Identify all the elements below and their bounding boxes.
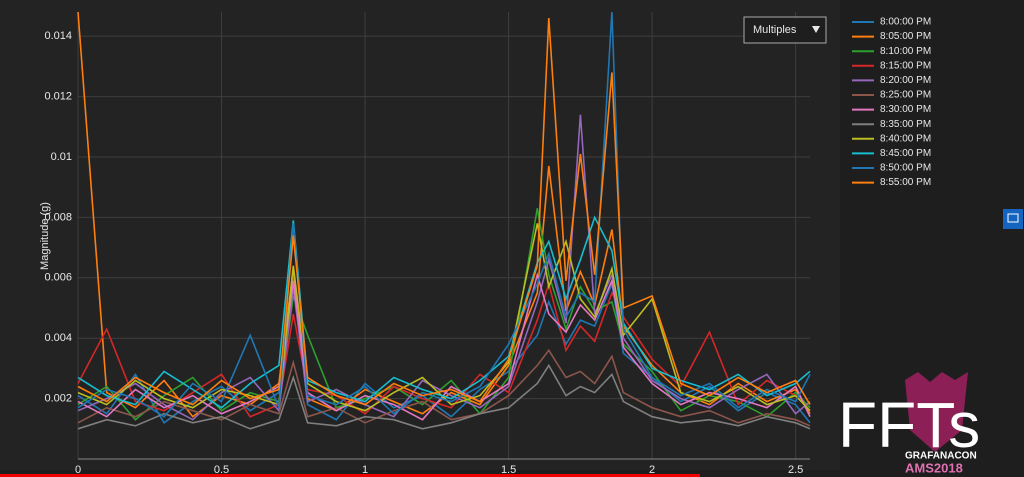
lines [77, 11, 811, 430]
dropdown-arrow [812, 26, 820, 33]
x-tick-label: 2 [649, 464, 655, 476]
y-tick-label: 0.014 [44, 30, 72, 42]
legend-label: 8:45:00 PM [880, 148, 931, 159]
side-icon-glyph [1007, 213, 1019, 223]
legend: 8:00:00 PM 8:05:00 PM 8:10:00 PM 8:15:00 PM… [852, 17, 931, 188]
series-line [77, 17, 811, 406]
legend-label: 8:25:00 PM [880, 90, 931, 101]
y-axis-label: Magnitude (g) [39, 202, 51, 270]
legend-label: 8:50:00 PM [880, 163, 931, 174]
legend-label: 8:00:00 PM [880, 17, 931, 28]
series-line [77, 215, 811, 409]
x-tick-label: 1 [362, 464, 368, 476]
y-tick-label: 0.006 [44, 272, 72, 284]
y-tick-label: 0.004 [44, 332, 72, 344]
progress-bar [0, 474, 700, 477]
axes: 0.002 0.004 0.006 0.008 0.01 0.012 0.014 0 0.5 1 1… [44, 30, 810, 476]
series-line [77, 363, 811, 430]
y-tick-label: 0.012 [44, 90, 72, 102]
logo-tulip [905, 372, 968, 452]
legend-label: 8:40:00 PM [880, 133, 931, 144]
series-line [77, 223, 811, 412]
legend-label: 8:35:00 PM [880, 119, 931, 130]
grid [77, 12, 810, 459]
logo-text: FFTs [838, 389, 980, 461]
dropdown-label[interactable]: Multiples [753, 24, 797, 36]
x-tick-label: 0 [75, 464, 81, 476]
legend-label: 8:10:00 PM [880, 46, 931, 57]
legend-label: 8:05:00 PM [880, 31, 931, 42]
y-tick-label: 0.01 [51, 151, 72, 163]
dropdown[interactable]: Multiples [743, 16, 827, 44]
edition-text: AMS2018 [905, 460, 963, 475]
side-icon[interactable] [1003, 209, 1023, 229]
legend-label: 8:30:00 PM [880, 104, 931, 115]
x-tick-label: 1.5 [501, 464, 516, 476]
legend-label: 8:15:00 PM [880, 60, 931, 71]
legend-label: 8:55:00 PM [880, 177, 931, 188]
x-tick-label: 2.5 [788, 464, 803, 476]
x-tick-label: 0.5 [214, 464, 229, 476]
series-line [77, 274, 811, 424]
series-line [77, 11, 811, 418]
y-tick-label: 0.002 [44, 393, 72, 405]
y-tick-label: 0.008 [44, 211, 72, 223]
series-line [77, 114, 811, 421]
dropdown-box[interactable] [743, 16, 827, 44]
legend-label: 8:20:00 PM [880, 75, 931, 86]
series-line [77, 280, 811, 418]
event-text: GRAFANACON [905, 451, 977, 462]
